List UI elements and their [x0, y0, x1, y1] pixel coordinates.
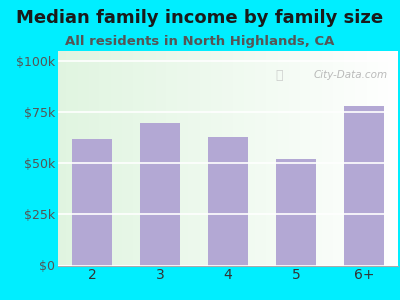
- Bar: [344, 106, 384, 266]
- Text: All residents in North Highlands, CA: All residents in North Highlands, CA: [65, 34, 335, 47]
- Text: Median family income by family size: Median family income by family size: [16, 9, 384, 27]
- Bar: [276, 159, 316, 266]
- Text: ⓘ: ⓘ: [276, 69, 283, 82]
- Bar: [208, 137, 248, 266]
- Bar: [140, 122, 180, 266]
- Text: City-Data.com: City-Data.com: [314, 70, 388, 80]
- Bar: [72, 139, 112, 266]
